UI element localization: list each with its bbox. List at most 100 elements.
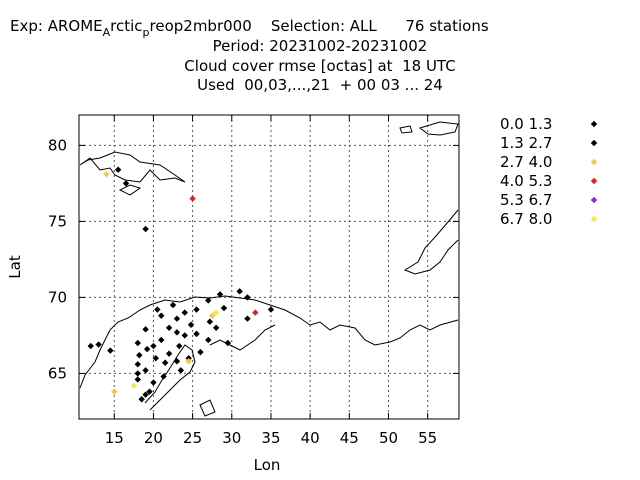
station-point [220,304,228,312]
y-tick-label: 70 [48,288,67,306]
legend-marker [590,139,598,147]
station-point [146,388,153,395]
exp-subscript-p: p [142,26,150,39]
station-point [205,297,212,304]
station-point [244,294,251,301]
y-axis-label: Lat [6,255,24,279]
y-tick-label: 65 [48,364,67,382]
station-point [154,306,161,313]
station-point [193,306,200,313]
y-tick-label: 80 [48,136,67,154]
white-sea-coast [209,324,276,351]
x-tick-label: 20 [144,429,163,447]
station-point [187,321,195,328]
station-point [189,195,196,202]
station-point [208,312,216,319]
plot-frame [78,114,460,420]
station-point [142,391,149,398]
y-axis-ticks: 65 70 75 80 [48,136,459,382]
exp-prefix: Exp: AROME [10,17,103,35]
station-point [212,324,220,331]
station-point [161,359,169,366]
legend-label: 0.0 1.3 [500,115,552,133]
station-point [244,315,251,322]
station-point [158,312,165,319]
legend-label: 2.7 4.0 [500,153,552,171]
station-point [150,342,157,350]
x-tick-label: 55 [418,429,437,447]
chart-title: Cloud cover rmse [octas] at 18 UTC [184,57,456,75]
station-point [173,358,181,365]
station-point [197,348,204,356]
x-tick-label: 35 [261,429,280,447]
station-point [103,171,110,178]
legend: 0.0 1.31.3 2.72.7 4.04.0 5.35.3 6.76.7 8… [500,115,598,228]
station-point [111,388,118,395]
grid-lines [79,115,459,419]
station-point [252,309,259,316]
svalbard-coast [79,151,186,196]
station-point [134,370,141,377]
x-tick-label: 15 [105,429,124,447]
legend-marker [590,215,598,223]
x-tick-label: 25 [183,429,202,447]
station-point [181,332,188,339]
station-point [152,355,159,362]
experiment-line: Exp: AROMEArcticpreop2mbr000 Selection: … [10,17,489,39]
station-point [142,367,149,374]
station-point [95,341,102,348]
station-point [158,336,165,344]
legend-marker [590,158,598,166]
x-tick-label: 50 [379,429,398,447]
station-point [87,342,94,350]
station-point [138,396,145,403]
exp-subscript-a: A [102,26,111,39]
legend-label: 4.0 5.3 [500,172,552,190]
station-point [173,315,181,322]
station-point [134,339,141,347]
x-tick-label: 40 [301,429,320,447]
station-point [216,291,224,298]
legend-label: 1.3 2.7 [500,134,552,152]
station-point [193,330,200,338]
station-point [134,361,141,368]
station-point [130,382,138,389]
legend-marker [590,196,598,204]
x-tick-label: 30 [222,429,241,447]
station-point [114,166,122,173]
station-point [142,225,149,233]
period-line: Period: 20231002-20231002 [212,37,428,55]
station-point [160,373,167,380]
y-tick-label: 75 [48,212,67,230]
station-point [143,345,151,353]
bothnia-coast [144,344,196,411]
station-point [185,358,192,365]
station-point [224,339,232,347]
station-point [134,376,141,383]
novaya-zemlya-coast [403,209,459,275]
station-point [205,336,212,344]
station-point [142,326,149,333]
exp-mid: rctic [110,17,143,35]
legend-marker [590,120,598,128]
station-point [177,367,185,374]
station-point [206,318,214,325]
legend-marker [590,177,598,185]
legend-label: 5.3 6.7 [500,191,552,209]
coastlines [79,121,459,417]
x-axis-label: Lon [254,456,281,474]
station-point [212,309,220,316]
legend-label: 6.7 8.0 [500,210,552,228]
franz-josef-coast [399,121,459,136]
station-point [165,350,173,357]
scandinavia-coast [79,295,459,389]
station-point [150,379,157,386]
station-point [136,351,143,359]
x-axis-ticks: 15 20 25 30 35 40 45 50 55 [105,115,437,447]
station-point [173,329,181,336]
station-point [236,288,243,295]
station-point [267,306,275,313]
station-point [107,347,114,354]
used-line: Used 00,03,...,21 + 00 03 ... 24 [197,76,443,94]
